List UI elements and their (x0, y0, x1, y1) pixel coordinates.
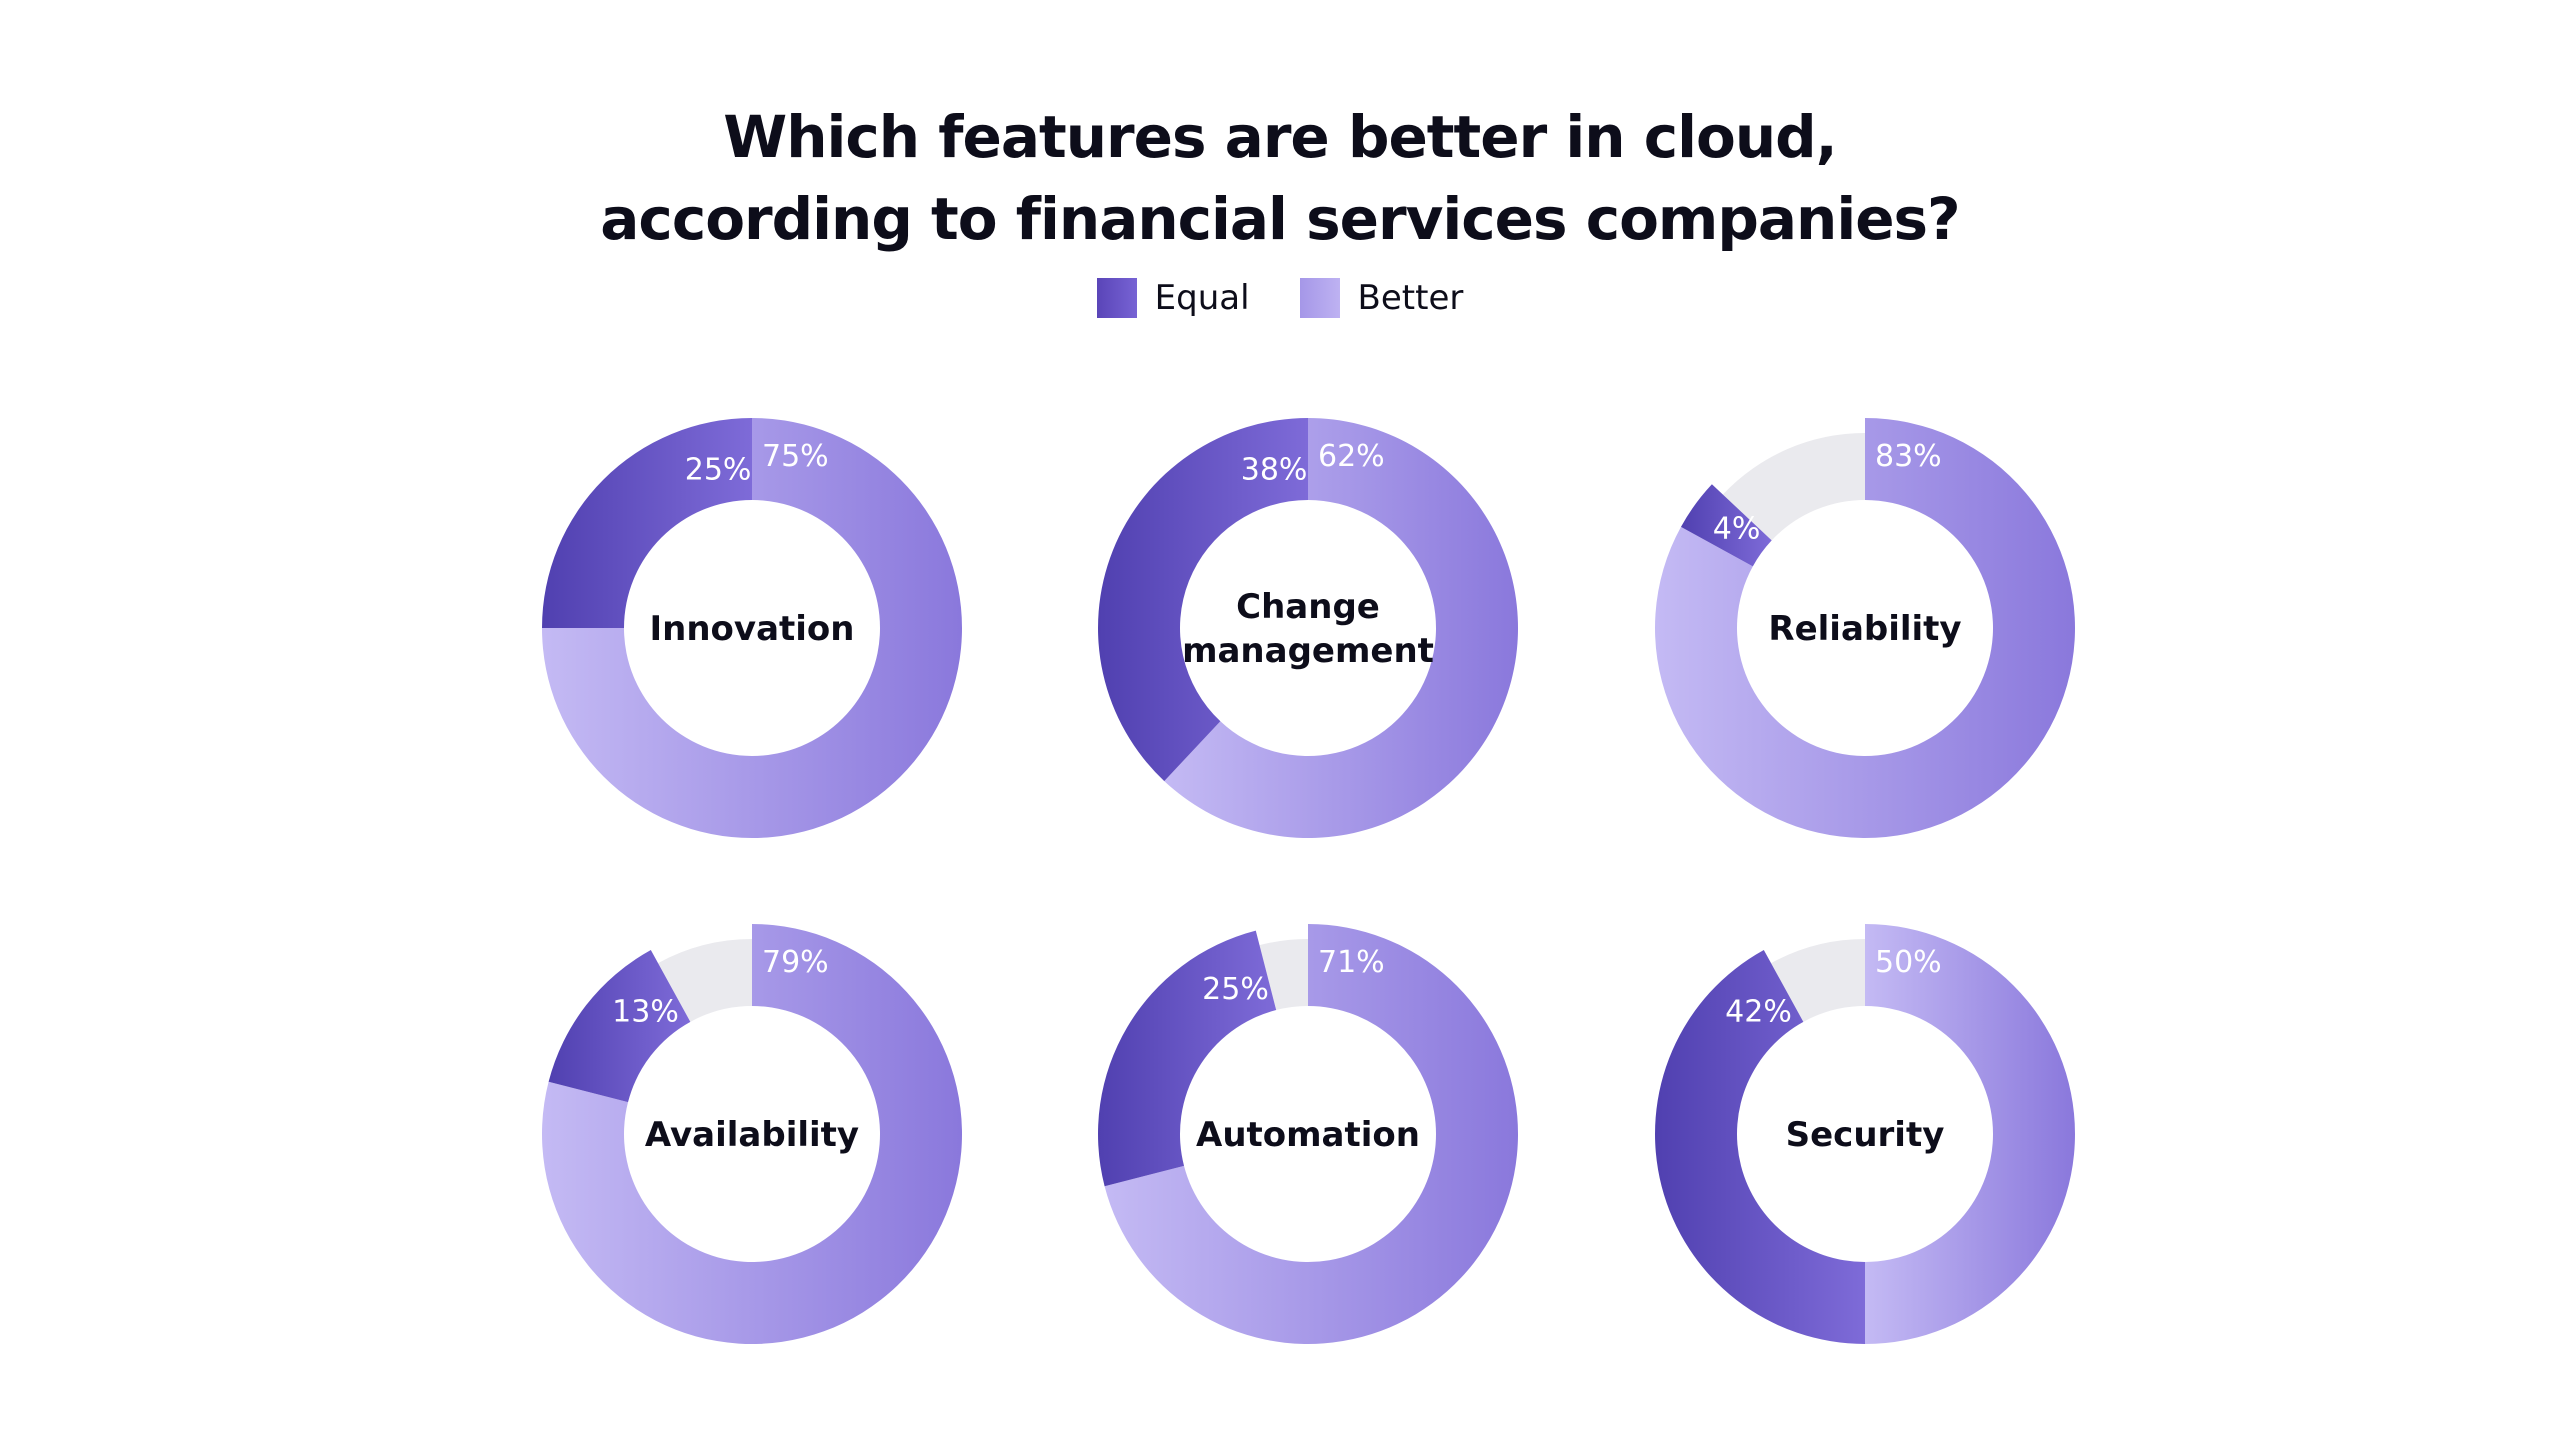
donut-security-better-label: 50% (1875, 945, 1942, 980)
donut-availability-equal-slice (548, 949, 691, 1103)
donut-innovation-equal-slice (542, 418, 752, 628)
donut-automation-better-slice (1104, 924, 1519, 1344)
donut-security-center-label: Security (1786, 1115, 1945, 1155)
donut-reliability: 83% 4% Reliability (1655, 417, 2076, 838)
donut-reliability-remainder-slice (1722, 433, 1865, 541)
donut-reliability-center-label: Reliability (1768, 609, 1961, 649)
donut-automation-equal-label: 25% (1202, 972, 1269, 1007)
legend-label-equal: Equal (1154, 278, 1250, 318)
chart-title: Which features are better in cloud, acco… (0, 96, 2560, 260)
donut-change-management-better-label: 62% (1318, 439, 1385, 474)
donut-availability-center-label: Availability (645, 1115, 859, 1155)
donut-automation-center-label: Automation (1196, 1115, 1420, 1155)
donut-automation: 71% 25% Automation (1098, 924, 1519, 1344)
legend-swatch-equal (1096, 278, 1137, 318)
donut-security-better-slice (1865, 924, 2075, 1344)
donut-reliability-equal-slice (1680, 484, 1772, 567)
donut-security: 50% 42% Security (1655, 924, 2075, 1344)
donut-availability-equal-label: 13% (612, 995, 679, 1030)
donut-security-remainder-slice (1771, 939, 1865, 1022)
legend-swatch-better (1299, 278, 1340, 318)
chart-title-line-1: Which features are better in cloud, (723, 103, 1837, 171)
legend-label-better: Better (1357, 278, 1464, 318)
donut-availability-better-slice (542, 924, 963, 1345)
donut-reliability-equal-label: 4% (1713, 512, 1761, 547)
donut-change-management-equal-slice (1098, 418, 1308, 782)
donut-change-management-center-label: management (1182, 631, 1434, 671)
donut-innovation-equal-label: 25% (685, 453, 752, 488)
donut-reliability-better-slice (1655, 417, 2076, 838)
donut-innovation-better-label: 75% (762, 439, 829, 474)
chart-title-line-2: according to financial services companie… (600, 185, 1960, 253)
donut-change-management-center-label: Change (1236, 587, 1380, 627)
donut-innovation: 75% 25% Innovation (542, 418, 962, 838)
donut-change-management-equal-label: 38% (1241, 453, 1308, 488)
legend-item-equal: Equal (1096, 278, 1250, 318)
donut-innovation-center-label: Innovation (650, 609, 855, 649)
donut-security-equal-slice (1655, 949, 1865, 1344)
donut-automation-equal-slice (1098, 930, 1277, 1187)
legend: Equal Better (0, 278, 2560, 318)
donut-automation-better-label: 71% (1318, 945, 1385, 980)
donut-change-management-better-slice (1164, 418, 1519, 838)
donut-availability-better-label: 79% (762, 945, 829, 980)
legend-item-better: Better (1299, 278, 1464, 318)
donut-availability-remainder-slice (658, 939, 752, 1022)
donut-innovation-better-slice (542, 418, 962, 838)
donut-automation-remainder-slice (1259, 939, 1308, 1011)
donut-reliability-better-label: 83% (1875, 439, 1942, 474)
donut-availability: 79% 13% Availability (542, 924, 963, 1345)
donut-security-equal-label: 42% (1725, 995, 1792, 1030)
